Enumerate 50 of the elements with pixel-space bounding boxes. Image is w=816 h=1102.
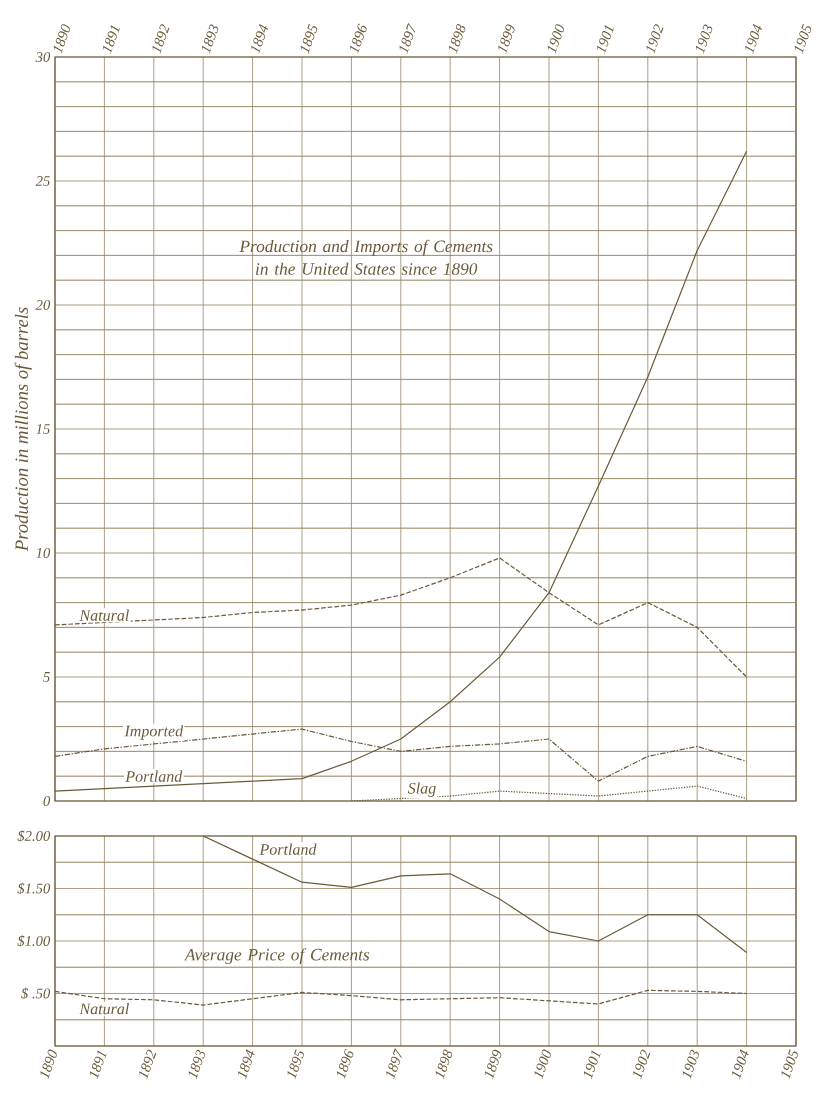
x-tick-label: 1898	[435, 1049, 453, 1080]
series-label: Natural	[79, 1003, 129, 1015]
x-tick-label: 1903	[695, 24, 713, 54]
x-tick-label: 1894	[251, 23, 268, 54]
y-axis-title: Production in millions of barrels	[14, 307, 32, 552]
x-tick-label: 1901	[597, 25, 614, 54]
x-tick-label: 1893	[188, 1049, 205, 1080]
x-tick-label: 1898	[448, 23, 466, 54]
x-tick-label: 1896	[336, 1048, 354, 1080]
x-tick-label: 1900	[534, 1049, 551, 1080]
x-tick-label: 1900	[547, 24, 565, 54]
x-tick-label: 1890	[53, 24, 71, 54]
x-tick-label: 1904	[745, 23, 762, 54]
x-tick-label: 1892	[139, 1049, 157, 1080]
x-tick-label: 1895	[287, 1049, 304, 1080]
y-tick-label: 15	[36, 424, 50, 434]
x-tick-label: 1902	[633, 1049, 651, 1080]
x-tick-label: 1893	[201, 24, 219, 54]
y-tick-label: $2.00	[17, 830, 51, 842]
y-tick-label: 5	[43, 672, 50, 682]
x-tick-label: 1905	[794, 23, 812, 54]
y-tick-label: 10	[36, 548, 51, 558]
y-tick-label: 30	[35, 52, 51, 62]
y-tick-label: $1.50	[17, 882, 51, 895]
x-tick-label: 1897	[386, 1048, 402, 1080]
x-tick-label: 1891	[89, 1050, 107, 1080]
x-tick-label: 1902	[646, 24, 664, 54]
y-tick-label: 0	[43, 796, 51, 806]
y-tick-label: $ .50	[21, 987, 51, 1000]
y-tick-label: 20	[35, 300, 51, 310]
x-tick-label: 1894	[238, 1049, 255, 1080]
x-tick-label: 1897	[399, 22, 416, 54]
x-tick-label: 1899	[498, 24, 515, 54]
x-tick-label: 1890	[40, 1049, 57, 1080]
series-label: Imported	[124, 725, 184, 740]
y-tick-label: 25	[35, 176, 50, 186]
series-label: Slag	[407, 782, 436, 797]
x-tick-label: 1903	[682, 1049, 699, 1080]
x-tick-label: 1901	[583, 1050, 601, 1080]
x-tick-label: 1904	[732, 1049, 749, 1080]
x-tick-label: 1892	[152, 24, 170, 54]
x-tick-label: 1891	[103, 25, 120, 54]
series-label: Portland	[259, 843, 317, 855]
x-tick-label: 1899	[485, 1049, 502, 1080]
y-tick-label: $1.00	[17, 935, 51, 947]
x-tick-label: 1896	[350, 23, 367, 54]
series-label: Portland	[125, 770, 183, 782]
x-tick-label: 1905	[781, 1049, 798, 1080]
series-label: Natural	[79, 609, 129, 621]
x-tick-label: 1895	[300, 23, 318, 54]
